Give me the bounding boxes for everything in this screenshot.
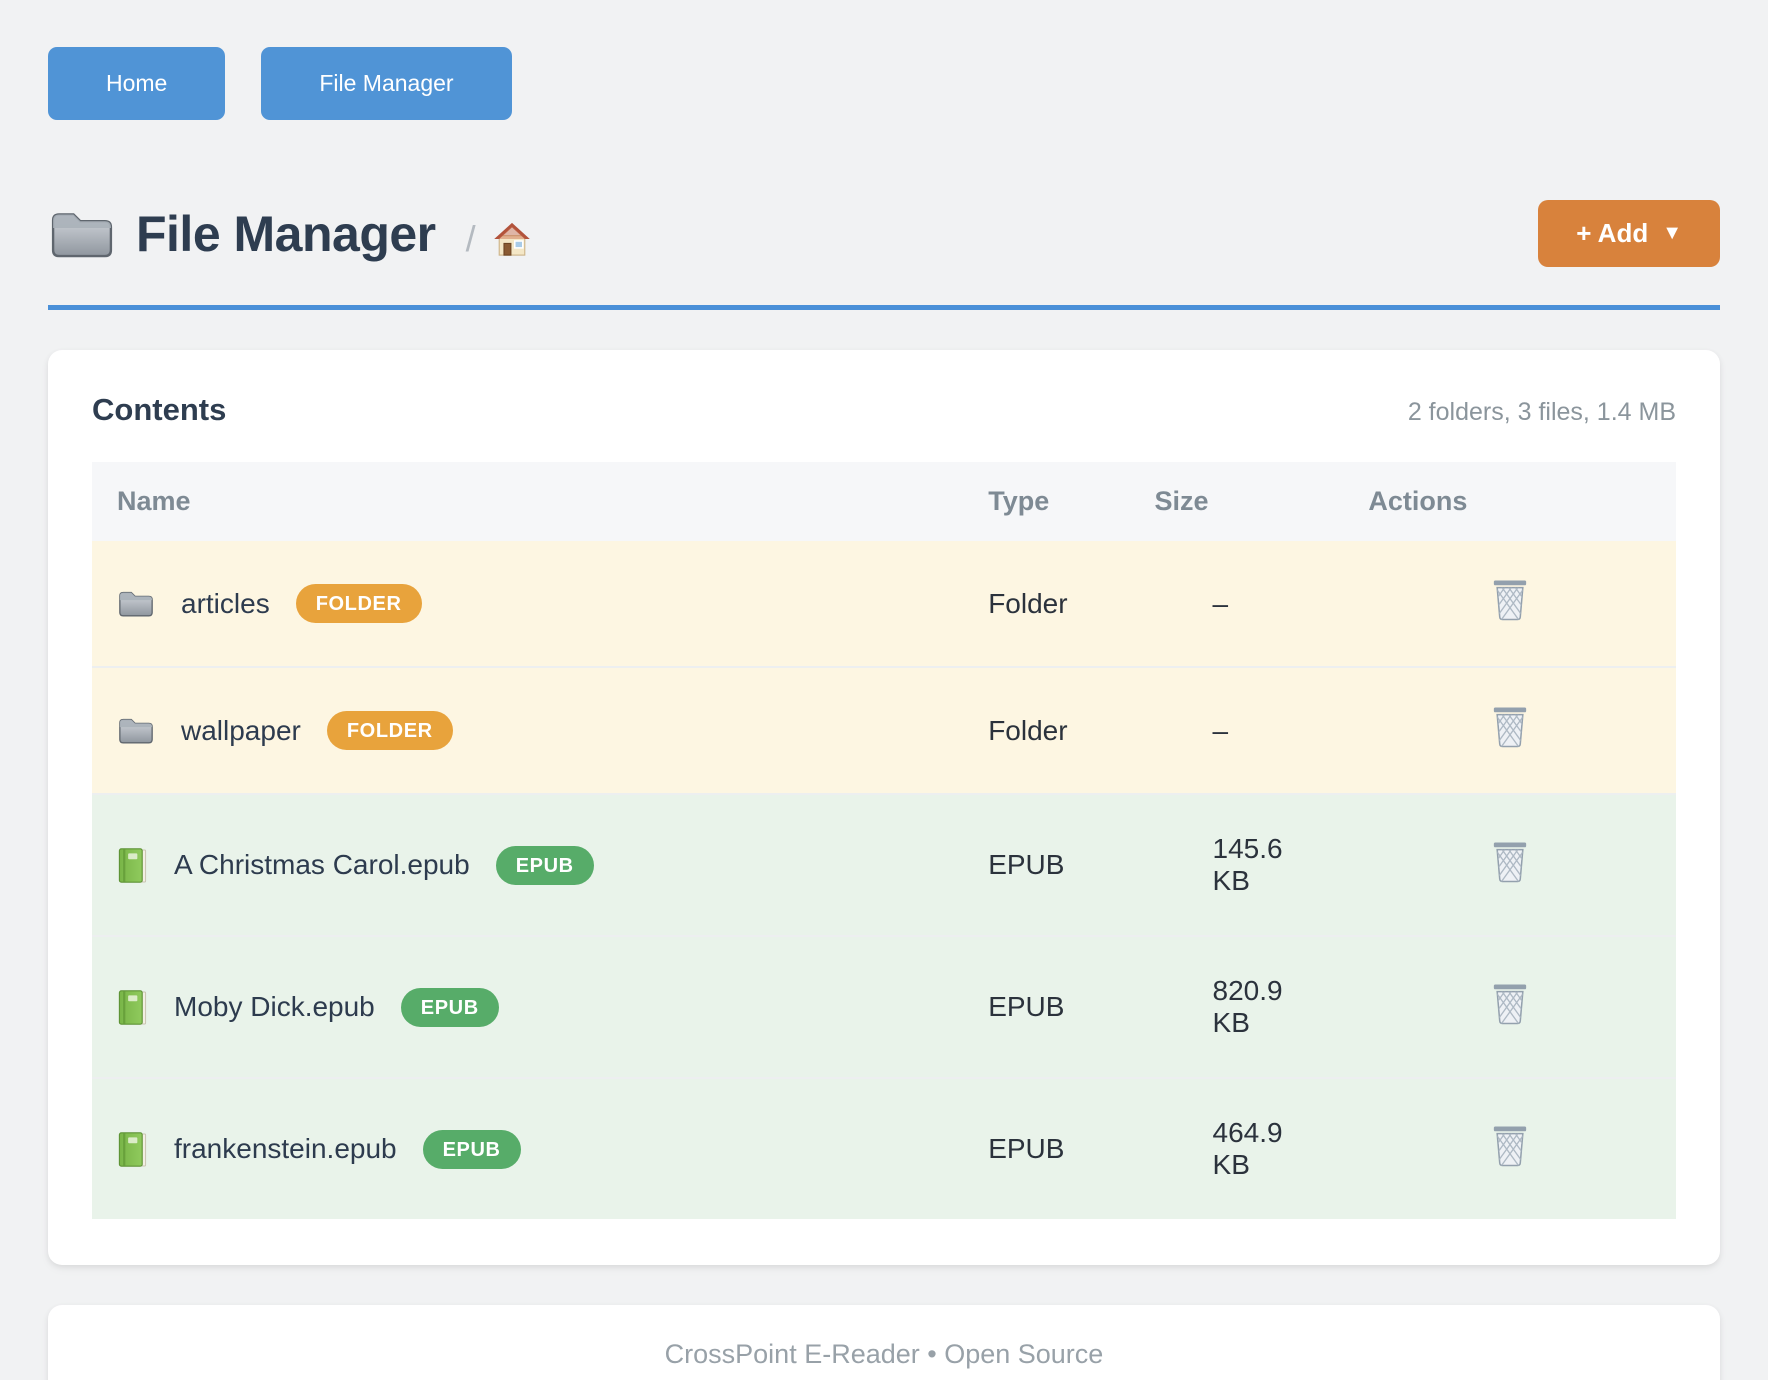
book-icon: [117, 847, 148, 884]
file-link[interactable]: A Christmas Carol.epub EPUB: [117, 845, 938, 885]
folder-badge: FOLDER: [326, 711, 453, 750]
folder-link[interactable]: wallpaper FOLDER: [117, 711, 938, 750]
delete-button[interactable]: [1491, 1125, 1529, 1167]
table-row: A Christmas Carol.epub EPUB EPUB 145.6 K…: [92, 793, 1676, 936]
delete-button[interactable]: [1491, 579, 1529, 621]
trash-icon: [1491, 841, 1529, 883]
file-table: Name Type Size Actions articles FOLDER: [92, 462, 1676, 1219]
trash-icon: [1491, 983, 1529, 1025]
epub-badge: EPUB: [422, 1129, 521, 1169]
page-title: File Manager: [136, 205, 436, 262]
item-name: articles: [181, 587, 270, 619]
contents-summary: 2 folders, 3 files, 1.4 MB: [1407, 398, 1676, 426]
table-row: wallpaper FOLDER Folder –: [92, 666, 1676, 794]
contents-card: Contents 2 folders, 3 files, 1.4 MB Name…: [48, 350, 1720, 1265]
title-divider: [48, 305, 1720, 310]
contents-heading: Contents: [92, 392, 227, 427]
house-icon[interactable]: [492, 220, 532, 258]
breadcrumb-separator: /: [465, 217, 476, 259]
item-name: A Christmas Carol.epub: [174, 849, 470, 880]
table-row: Moby Dick.epub EPUB EPUB 820.9 KB: [92, 935, 1676, 1078]
delete-button[interactable]: [1491, 841, 1529, 883]
epub-badge: EPUB: [400, 987, 499, 1027]
delete-button[interactable]: [1491, 706, 1529, 748]
footer-text: CrossPoint E-Reader • Open Source: [664, 1339, 1104, 1369]
folder-icon: [117, 714, 155, 747]
trash-icon: [1491, 706, 1529, 748]
add-button[interactable]: + Add ▼: [1538, 200, 1720, 267]
book-icon: [117, 989, 148, 1026]
item-size: 820.9 KB: [1129, 935, 1344, 1078]
item-size: –: [1129, 666, 1344, 794]
contents-card-header: Contents 2 folders, 3 files, 1.4 MB: [92, 392, 1676, 428]
table-row: articles FOLDER Folder –: [92, 541, 1676, 667]
trash-icon: [1491, 579, 1529, 621]
folder-link[interactable]: articles FOLDER: [117, 584, 938, 623]
item-type: Folder: [963, 666, 1130, 794]
item-type: EPUB: [963, 935, 1130, 1078]
item-type: Folder: [963, 541, 1130, 667]
item-type: EPUB: [963, 1077, 1130, 1219]
page-header: File Manager / + Add ▼: [48, 200, 1720, 267]
book-icon: [117, 1131, 148, 1168]
column-header-name: Name: [92, 462, 964, 541]
add-button-label: + Add: [1576, 218, 1649, 248]
column-header-actions: Actions: [1343, 462, 1676, 541]
trash-icon: [1491, 1125, 1529, 1167]
folder-badge: FOLDER: [295, 584, 422, 623]
item-name: Moby Dick.epub: [174, 991, 375, 1022]
home-button[interactable]: Home: [48, 47, 226, 120]
footer-card: CrossPoint E-Reader • Open Source: [48, 1305, 1720, 1380]
item-size: 145.6 KB: [1129, 793, 1344, 936]
column-header-type: Type: [963, 462, 1130, 541]
folder-icon: [117, 587, 155, 620]
column-header-size: Size: [1129, 462, 1344, 541]
item-size: 464.9 KB: [1129, 1077, 1344, 1219]
file-link[interactable]: frankenstein.epub EPUB: [117, 1129, 938, 1169]
breadcrumb: /: [466, 208, 532, 260]
item-name: frankenstein.epub: [174, 1133, 397, 1164]
table-header-row: Name Type Size Actions: [92, 462, 1676, 541]
delete-button[interactable]: [1491, 983, 1529, 1025]
file-link[interactable]: Moby Dick.epub EPUB: [117, 987, 938, 1027]
table-row: frankenstein.epub EPUB EPUB 464.9 KB: [92, 1077, 1676, 1219]
item-name: wallpaper: [181, 714, 301, 746]
file-manager-button[interactable]: File Manager: [261, 47, 512, 120]
folder-icon: [48, 205, 116, 263]
epub-badge: EPUB: [495, 845, 594, 885]
chevron-down-icon: ▼: [1662, 222, 1682, 244]
item-size: –: [1129, 541, 1344, 667]
top-nav: Home File Manager: [48, 47, 1720, 120]
item-type: EPUB: [963, 793, 1130, 936]
